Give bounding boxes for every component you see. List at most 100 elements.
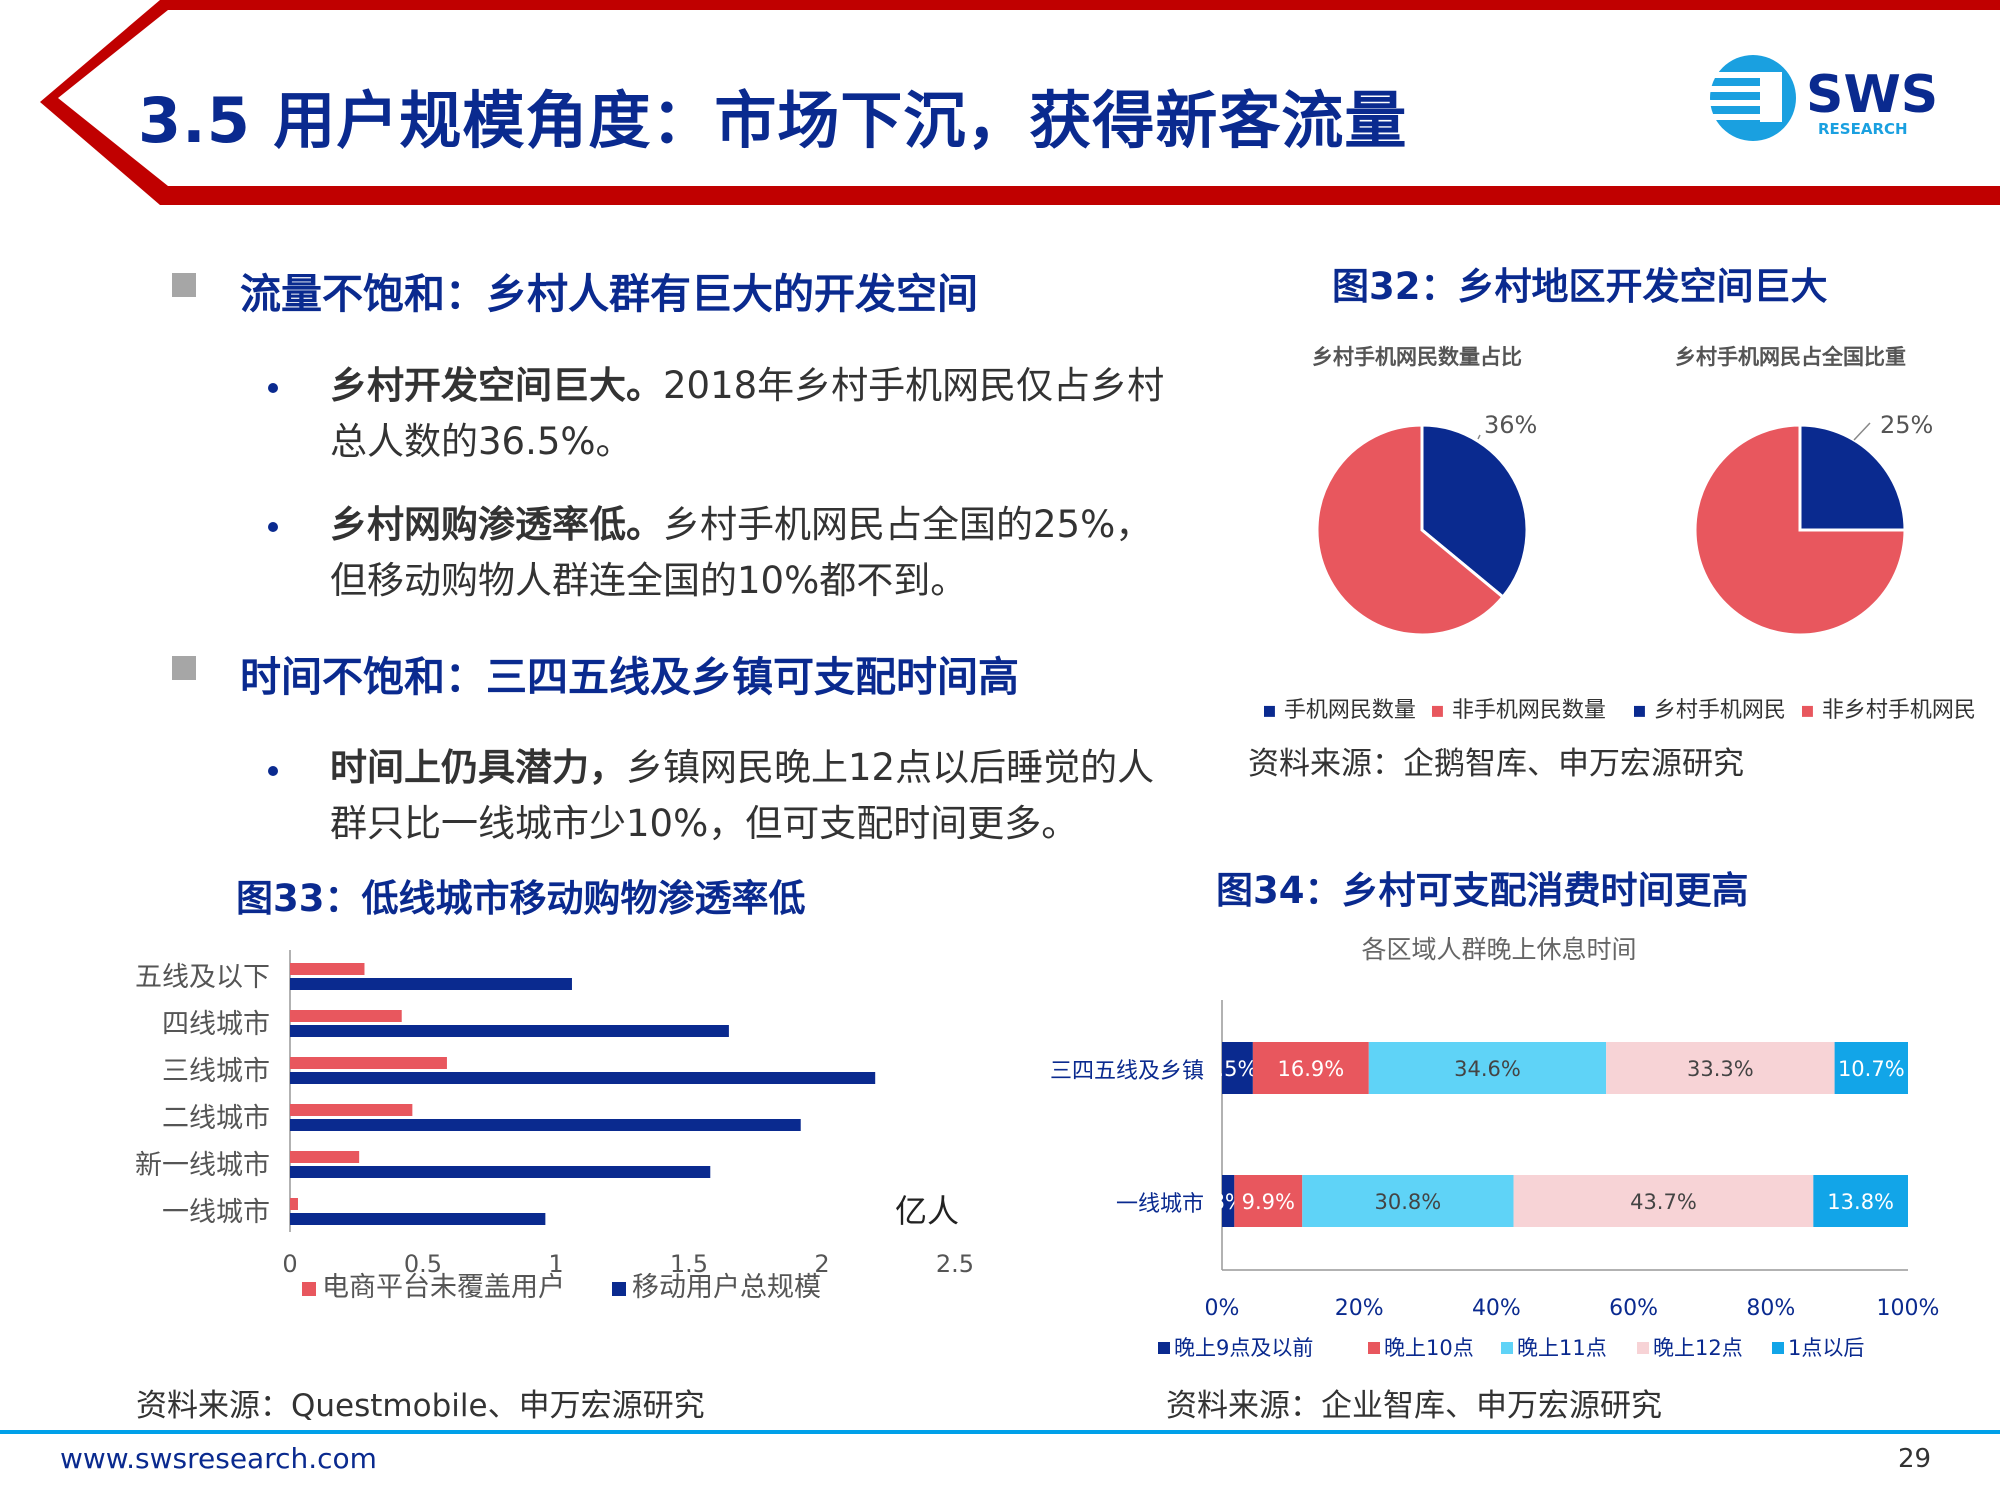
legend-swatch (1637, 1342, 1649, 1354)
legend-label: 晚上9点及以前 (1174, 1336, 1313, 1360)
bar-total (290, 1072, 876, 1084)
category-label: 新一线城市 (135, 1150, 270, 1181)
bullet3-line2: 群只比一线城市少10%，但可支配时间更多。 (330, 802, 1079, 845)
pie-slice (1420, 423, 1529, 600)
bullet2-line2: 但移动购物人群连全国的10%都不到。 (330, 559, 968, 602)
legend-swatch (1501, 1342, 1513, 1354)
segment-label: 13.8% (1827, 1190, 1894, 1214)
segment-label: 34.6% (1454, 1057, 1521, 1081)
section1-bullet-square (172, 273, 196, 297)
stacked-segment (1222, 1175, 1235, 1227)
bar-total (290, 978, 572, 990)
pie1-legend: ▪ 手机网民数量 ▪ 非手机网民数量 (1262, 698, 1606, 723)
segment-label: 33.3% (1687, 1057, 1754, 1081)
fig33-title: 图33：低线城市移动购物渗透率低 (236, 877, 806, 920)
bullet-item-1: 乡村开发空间巨大。2018年乡村手机网民仅占乡村 总人数的36.5%。 (330, 358, 1230, 470)
x-tick-label: 2 (814, 1250, 829, 1278)
legend-label: 电商平台未覆盖用户 (322, 1272, 565, 1303)
segment-label: 16.9% (1277, 1057, 1344, 1081)
fig33-source: 资料来源：Questmobile、申万宏源研究 (136, 1388, 705, 1424)
slide-title: 3.5 用户规模角度：市场下沉，获得新客流量 (138, 84, 1408, 157)
x-tick-label: 40% (1472, 1296, 1521, 1321)
legend-swatch (612, 1282, 626, 1296)
section2-bullet-square (172, 656, 196, 680)
stacked-segment (1302, 1175, 1514, 1227)
pie-chart-1: 36% (1315, 411, 1537, 637)
category-label: 三四五线及乡镇 (1050, 1059, 1204, 1084)
stacked-segment (1222, 1042, 1253, 1094)
bullet2-bold: 乡村网购渗透率低。 (330, 503, 663, 546)
pie-slice (1798, 423, 1907, 532)
header-banner (40, 0, 2000, 205)
stacked-segment (1606, 1042, 1835, 1094)
legend-item: 手机网民数量 (1283, 698, 1416, 723)
pie2-legend: ▪ 乡村手机网民 ▪ 非乡村手机网民 (1632, 698, 1976, 723)
fig32-source: 资料来源：企鹅智库、申万宏源研究 (1248, 746, 1744, 782)
bullet-dot (268, 522, 278, 532)
bullet1-bold: 乡村开发空间巨大。 (330, 364, 663, 407)
bullet-item-2: 乡村网购渗透率低。乡村手机网民占全国的25%， 但移动购物人群连全国的10%都不… (330, 497, 1230, 609)
legend-label: 1点以后 (1788, 1336, 1864, 1360)
legend-label: 晚上12点 (1653, 1336, 1743, 1360)
segment-label: 10.7% (1838, 1057, 1905, 1081)
segment-label: 43.7% (1630, 1190, 1697, 1214)
stacked-segment (1813, 1175, 1908, 1227)
data-label-leader (1853, 422, 1871, 441)
pie-slice (1315, 423, 1506, 637)
stacked-segment (1513, 1175, 1814, 1227)
category-label: 五线及以下 (135, 962, 270, 993)
pie-chart-2: 25% (1693, 411, 1933, 637)
pie-slice (1693, 423, 1907, 637)
x-tick-label: 0.5 (404, 1250, 442, 1278)
bar-uncovered (290, 1057, 447, 1069)
x-tick-label: 2.5 (936, 1250, 974, 1278)
pie-data-label: 25% (1880, 411, 1933, 439)
category-label: 一线城市 (162, 1197, 270, 1228)
page-number: 29 (1898, 1444, 1932, 1474)
x-tick-label: 1 (548, 1250, 563, 1278)
bullet-dot (268, 383, 278, 393)
segment-label: 30.8% (1375, 1190, 1442, 1214)
bar-uncovered (290, 1010, 402, 1022)
bar-total (290, 1119, 801, 1131)
sws-logo: SWS RESEARCH (1710, 55, 1938, 141)
section2-heading: 时间不饱和：三四五线及乡镇可支配时间高 (240, 653, 1019, 701)
category-label: 二线城市 (162, 1103, 270, 1134)
bullet1-line2: 总人数的36.5%。 (330, 420, 633, 463)
legend-item: 乡村手机网民 (1653, 698, 1786, 723)
footer-url[interactable]: www.swsresearch.com (60, 1442, 377, 1475)
bullet3-bold: 时间上仍具潜力， (330, 746, 626, 789)
stacked-segment (1234, 1175, 1303, 1227)
unit-label: 亿人 (895, 1192, 959, 1230)
stacked-bar-chart-fig34: 各区域人群晚上休息时间 0% 20% 40% 60% 80% 100% 三四五线及乡镇 .5% 1… (1050, 935, 1939, 1360)
legend-item: 非乡村手机网民 (1821, 698, 1976, 723)
x-tick-label: 0 (282, 1250, 297, 1278)
legend-label: 移动用户总规模 (632, 1272, 821, 1303)
logo-text: SWS (1806, 65, 1938, 125)
pie1-title: 乡村手机网民数量占比 (1312, 345, 1522, 369)
bar-total (290, 1213, 546, 1225)
legend-label: 晚上10点 (1384, 1336, 1474, 1360)
fig34-source: 资料来源：企业智库、申万宏源研究 (1166, 1388, 1662, 1424)
x-tick-label: 0% (1205, 1296, 1240, 1321)
chart-subtitle: 各区域人群晚上休息时间 (1361, 935, 1636, 964)
bullet1-text: 2018年乡村手机网民仅占乡村 (663, 364, 1165, 407)
pie2-title: 乡村手机网民占全国比重 (1675, 345, 1906, 369)
bar-uncovered (290, 1151, 360, 1163)
segment-label: .5% (1217, 1057, 1257, 1081)
bar-uncovered (290, 1104, 413, 1116)
bar-uncovered (290, 1198, 298, 1210)
x-tick-label: 20% (1335, 1296, 1384, 1321)
section1-heading: 流量不饱和：乡村人群有巨大的开发空间 (240, 270, 978, 318)
bar-total (290, 1025, 729, 1037)
category-label: 三线城市 (162, 1056, 270, 1087)
pie-data-label: 36% (1484, 411, 1537, 439)
bullet-item-3: 时间上仍具潜力，乡镇网民晚上12点以后睡觉的人 群只比一线城市少10%，但可支配… (330, 740, 1230, 852)
category-label: 四线城市 (162, 1009, 270, 1040)
stacked-segment (1834, 1042, 1908, 1094)
segment-label: 9.9% (1242, 1190, 1295, 1214)
x-tick-label: 80% (1746, 1296, 1795, 1321)
bar-uncovered (290, 963, 365, 975)
legend-swatch (302, 1282, 316, 1296)
legend-swatch (1368, 1342, 1380, 1354)
